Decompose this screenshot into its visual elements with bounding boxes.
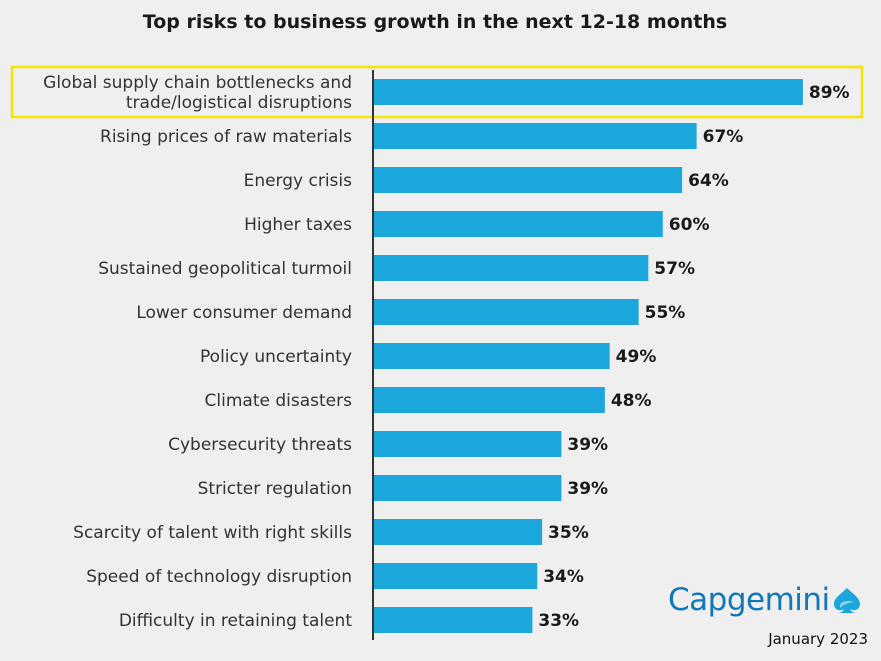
category-label: Speed of technology disruption (86, 567, 352, 587)
bar (373, 123, 697, 149)
category-label: Higher taxes (244, 215, 352, 235)
category-label: Rising prices of raw materials (100, 127, 352, 147)
category-label: Energy crisis (244, 171, 353, 191)
bar (373, 431, 562, 457)
category-label: Difficulty in retaining talent (119, 611, 353, 631)
bar (373, 387, 605, 413)
bar (373, 475, 562, 501)
bar (373, 563, 538, 589)
value-label: 67% (703, 127, 744, 147)
value-label: 39% (567, 435, 608, 455)
category-label: Global supply chain bottlenecks and trade… (43, 73, 352, 113)
bar (373, 255, 649, 281)
bar (373, 299, 639, 325)
bar (373, 607, 533, 633)
category-label-line: Difficulty in retaining talent (119, 611, 353, 631)
value-label: 57% (654, 259, 695, 279)
category-label-line: trade/logistical disruptions (126, 93, 352, 113)
value-label: 39% (567, 479, 608, 499)
logo-text: Capgemini (668, 581, 830, 618)
value-label: 48% (611, 391, 652, 411)
category-label-line: Stricter regulation (198, 479, 352, 499)
category-label-line: Speed of technology disruption (86, 567, 352, 587)
bar (373, 519, 543, 545)
category-label-line: Scarcity of talent with right skills (73, 523, 352, 543)
spade-logo-icon (833, 587, 860, 613)
category-label-line: Policy uncertainty (200, 347, 352, 367)
category-label-line: Lower consumer demand (136, 303, 352, 323)
category-label-line: Global supply chain bottlenecks and (43, 73, 352, 93)
bar (373, 343, 610, 369)
value-label: 34% (543, 567, 584, 587)
category-label: Climate disasters (205, 391, 353, 411)
category-label-line: Climate disasters (205, 391, 353, 411)
chart-marks: 89% Global supply chain bottlenecks and tr… (10, 65, 864, 640)
chart-title: Top risks to business growth in the next… (143, 11, 727, 33)
category-label: Cybersecurity threats (168, 435, 352, 455)
category-label: Policy uncertainty (200, 347, 352, 367)
category-label: Lower consumer demand (136, 303, 352, 323)
category-label: Sustained geopolitical turmoil (98, 259, 352, 279)
value-label: 89% (809, 83, 850, 103)
bar (373, 167, 683, 193)
value-label: 60% (669, 215, 710, 235)
category-label-line: Energy crisis (244, 171, 353, 191)
category-label-line: Rising prices of raw materials (100, 127, 352, 147)
value-label: 33% (538, 611, 579, 631)
category-label-line: Sustained geopolitical turmoil (98, 259, 352, 279)
bar (373, 211, 663, 237)
value-label: 55% (645, 303, 686, 323)
capgemini-logo: Capgemini (668, 580, 868, 618)
category-label-line: Higher taxes (244, 215, 352, 235)
value-label: 64% (688, 171, 729, 191)
category-label: Stricter regulation (198, 479, 352, 499)
category-label: Scarcity of talent with right skills (73, 523, 352, 543)
value-label: 49% (616, 347, 657, 367)
bar (373, 79, 803, 105)
highlight-box (10, 65, 864, 119)
value-label: 35% (548, 523, 589, 543)
report-date: January 2023 (768, 630, 868, 648)
category-label-line: Cybersecurity threats (168, 435, 352, 455)
